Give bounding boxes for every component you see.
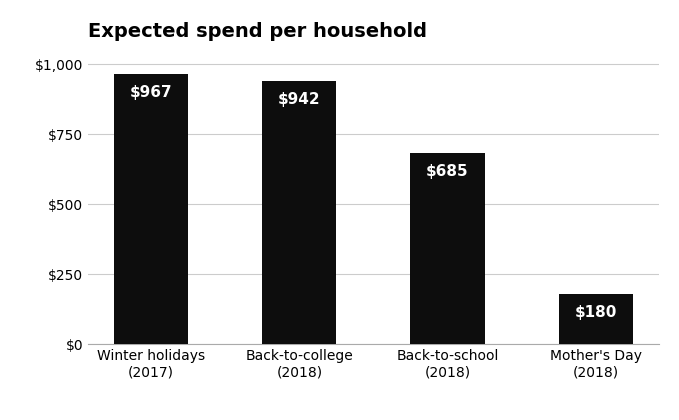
Text: $685: $685	[426, 164, 469, 179]
Text: $942: $942	[278, 92, 320, 107]
Bar	[114, 74, 188, 344]
Text: $967: $967	[130, 85, 172, 100]
Bar	[262, 81, 336, 344]
Bar	[411, 152, 485, 344]
Text: $180: $180	[574, 305, 617, 320]
Text: Expected spend per household: Expected spend per household	[88, 21, 427, 40]
Bar	[559, 294, 633, 344]
